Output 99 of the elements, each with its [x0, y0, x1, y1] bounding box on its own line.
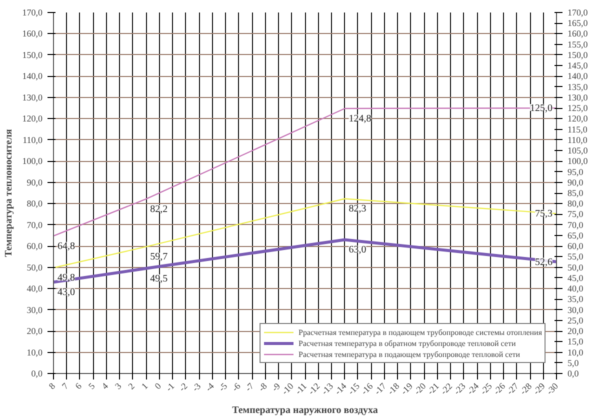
y-tick-label: 130,0: [22, 92, 43, 102]
y-tick-label: 40,0: [26, 284, 43, 294]
x-tick-label: -11: [293, 380, 309, 396]
y2-tick-label: 35,0: [568, 294, 584, 304]
x-axis-title: Температура наружного воздуха: [232, 405, 378, 416]
x-tick-label: -12: [306, 380, 322, 397]
y-tick-label: 150,0: [22, 50, 43, 60]
x-tick-label: -9: [270, 380, 282, 394]
y-tick-label: 0,0: [31, 368, 43, 378]
data-label: 125,0: [530, 103, 552, 114]
y2-tick-label: 130,0: [568, 92, 588, 102]
y2-tick-label: 100,0: [568, 156, 588, 166]
data-label: 63,0: [348, 244, 366, 256]
y-tick-label: 30,0: [26, 304, 43, 315]
y-tick-label: 80,0: [26, 198, 43, 209]
x-tick-label: 7: [60, 380, 71, 392]
x-tick-label: -2: [177, 380, 190, 394]
y2-tick-label: 90,0: [568, 177, 584, 188]
y2-tick-label: 80,0: [568, 198, 584, 209]
x-tick-label: -3: [190, 380, 203, 394]
y2-tick-label: 115,0: [568, 124, 588, 134]
y2-tick-label: 20,0: [568, 326, 584, 336]
data-label: 49,5: [150, 273, 168, 284]
x-tick-label: -22: [438, 380, 454, 397]
y-axis-title: Температура теплоносителя: [3, 128, 14, 257]
x-tick-label: -8: [256, 380, 270, 394]
y2-tick-label: 25,0: [568, 315, 584, 326]
x-tick-label: 2: [126, 380, 136, 392]
x-tick-label: -13: [319, 380, 336, 397]
y2-tick-label: 30,0: [568, 304, 584, 315]
data-label: 49,8: [58, 272, 75, 284]
y-tick-label: 70,0: [26, 220, 43, 230]
y-tick-label: 10,0: [26, 347, 43, 358]
y-tick-label: 100,0: [22, 156, 43, 166]
y2-tick-label: 50,0: [568, 262, 584, 272]
y2-tick-label: 110,0: [568, 134, 588, 145]
y2-tick-label: 85,0: [568, 188, 584, 198]
y2-tick-label: 75,0: [568, 209, 584, 220]
y-tick-label: 50,0: [26, 262, 43, 272]
x-tick-label: -6: [230, 380, 243, 394]
x-tick-label: -23: [452, 380, 468, 397]
data-label: 82,2: [150, 204, 168, 215]
y2-tick-label: 135,0: [568, 82, 588, 92]
y2-tick-label: 15,0: [568, 336, 584, 347]
legend-label: Ррасчетная температура в подающем трубопроводе системы отопления: [298, 327, 542, 337]
x-tick-label: 5: [86, 380, 98, 392]
y2-tick-label: 120,0: [568, 114, 588, 124]
y-tick-label: 160,0: [22, 28, 43, 39]
y-tick-label: 60,0: [26, 241, 43, 252]
y-tick-label: 170,0: [22, 8, 43, 18]
x-tick-label: 1: [139, 380, 150, 392]
legend-label: Расчетная температура в обратном трубопроводе тепловой сети: [298, 338, 516, 348]
y2-tick-label: 125,0: [568, 103, 588, 114]
x-tick-label: 4: [100, 380, 110, 392]
data-label: 59,7: [150, 252, 168, 263]
x-tick-label: -26: [492, 380, 508, 397]
y2-tick-label: 65,0: [568, 230, 584, 240]
y-tick-label: 20,0: [26, 326, 43, 336]
y2-tick-label: 40,0: [568, 284, 584, 294]
y2-tick-label: 155,0: [568, 39, 588, 50]
y2-tick-label: 45,0: [568, 272, 584, 283]
data-label: 43,0: [58, 287, 75, 298]
y2-tick-label: 70,0: [568, 220, 584, 230]
y-tick-label: 140,0: [22, 71, 43, 82]
x-tick-label: -1: [164, 380, 176, 394]
x-tick-label: -25: [478, 380, 494, 397]
x-tick-label: -10: [280, 380, 296, 397]
x-tick-label: -27: [504, 380, 521, 397]
y-tick-label: 120,0: [22, 114, 43, 124]
x-tick-label: 6: [73, 380, 84, 392]
x-tick-label: -24: [465, 380, 481, 397]
y-tick-label: 90,0: [26, 177, 43, 188]
y2-tick-label: 95,0: [568, 166, 584, 177]
x-tick-label: -4: [204, 380, 216, 394]
x-tick-label: 3: [112, 380, 124, 392]
x-tick-label: -28: [518, 380, 534, 397]
legend-label: Расчетная температура в подающем трубопроводе тепловой сети: [298, 349, 520, 359]
data-label: 75,3: [535, 208, 552, 220]
y2-tick-label: 60,0: [568, 241, 584, 252]
y2-tick-label: 150,0: [568, 50, 588, 60]
y2-tick-label: 5,0: [568, 358, 580, 368]
y2-tick-label: 55,0: [568, 252, 584, 262]
x-tick-label: 0: [152, 380, 164, 392]
y2-tick-label: 10,0: [568, 347, 584, 358]
x-tick-label: -7: [243, 380, 256, 394]
data-label: 52,6: [535, 256, 552, 268]
x-tick-label: -5: [216, 380, 230, 394]
y-tick-label: 110,0: [22, 134, 43, 145]
data-label: 64,8: [58, 240, 75, 252]
y2-tick-label: 170,0: [568, 8, 588, 18]
data-label: 82,3: [348, 204, 366, 215]
y2-tick-label: 160,0: [568, 28, 588, 39]
data-label: 124,8: [348, 113, 372, 124]
x-tick-label: 8: [46, 380, 58, 392]
y2-tick-label: 105,0: [568, 146, 588, 156]
y2-tick-label: 0,0: [568, 368, 580, 378]
y2-tick-label: 165,0: [568, 18, 588, 28]
y2-tick-label: 145,0: [568, 60, 588, 71]
y2-tick-label: 140,0: [568, 71, 588, 82]
